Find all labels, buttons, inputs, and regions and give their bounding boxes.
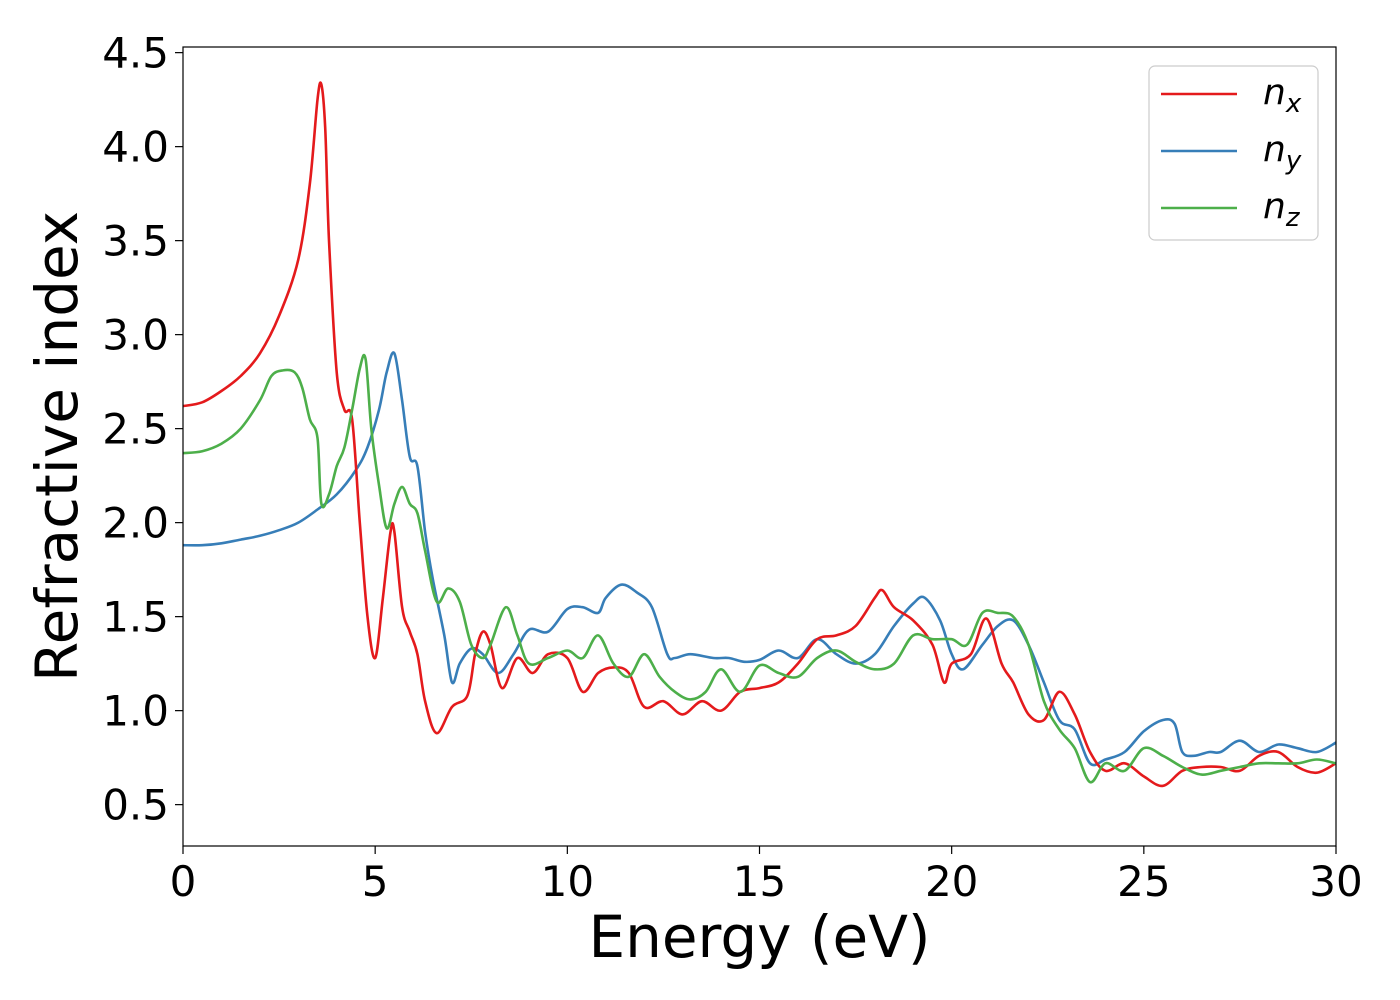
legend-label-nz: nz <box>1263 186 1301 233</box>
legend-label-subscript: x <box>1285 89 1302 119</box>
legend-label-nx: nx <box>1263 72 1302 119</box>
x-tick-label: 0 <box>170 857 197 906</box>
legend-label-ny: ny <box>1263 129 1302 176</box>
y-tick-label: 2.5 <box>102 405 169 454</box>
y-axis-ticks: 0.5 1.0 1.5 2.0 2.5 3.0 3.5 4.0 4.5 <box>102 29 183 830</box>
legend-label-subscript: y <box>1285 146 1302 176</box>
x-tick-label: 30 <box>1309 857 1362 906</box>
x-tick-label: 20 <box>925 857 978 906</box>
y-tick-label: 0.5 <box>102 781 169 830</box>
legend-label-subscript: z <box>1285 203 1301 233</box>
y-tick-label: 4.0 <box>102 123 169 172</box>
legend-label-base: n <box>1263 186 1286 227</box>
y-tick-label: 1.5 <box>102 593 169 642</box>
legend-label-base: n <box>1263 72 1286 113</box>
x-axis-title: Energy (eV) <box>588 903 930 971</box>
series-line-nz <box>183 353 1336 784</box>
y-tick-label: 3.0 <box>102 311 169 360</box>
y-tick-label: 3.5 <box>102 217 169 266</box>
y-tick-label: 1.0 <box>102 687 169 736</box>
y-axis-title: Refractive index <box>23 211 91 682</box>
y-tick-label: 2.0 <box>102 499 169 548</box>
series-layer <box>183 81 1336 788</box>
y-tick-label: 4.5 <box>102 29 169 78</box>
legend-box <box>1148 65 1319 241</box>
legend-label-base: n <box>1263 129 1286 170</box>
x-tick-label: 15 <box>733 857 786 906</box>
x-tick-label: 10 <box>541 857 594 906</box>
x-tick-label: 25 <box>1117 857 1170 906</box>
series-line-ny <box>183 351 1336 767</box>
x-axis-ticks: 0 5 10 15 20 25 30 <box>170 846 1363 906</box>
x-tick-label: 5 <box>362 857 389 906</box>
